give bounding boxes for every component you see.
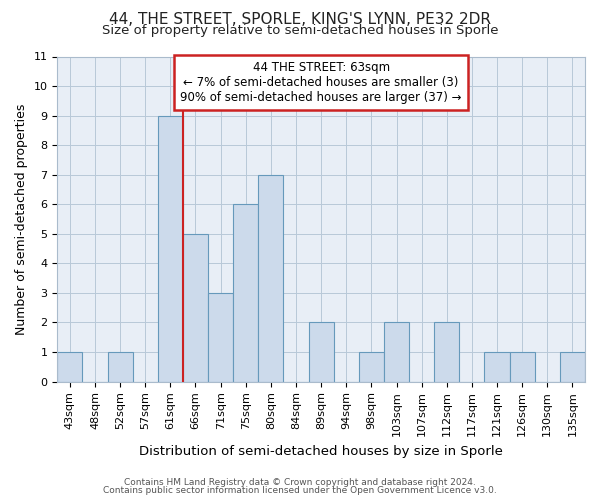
Bar — [434, 322, 460, 382]
Text: Contains public sector information licensed under the Open Government Licence v3: Contains public sector information licen… — [103, 486, 497, 495]
Bar — [158, 116, 183, 382]
Bar — [509, 352, 535, 382]
Bar — [484, 352, 509, 382]
X-axis label: Distribution of semi-detached houses by size in Sporle: Distribution of semi-detached houses by … — [139, 444, 503, 458]
Text: 44 THE STREET: 63sqm
← 7% of semi-detached houses are smaller (3)
90% of semi-de: 44 THE STREET: 63sqm ← 7% of semi-detach… — [181, 62, 462, 104]
Bar — [259, 174, 283, 382]
Bar — [384, 322, 409, 382]
Bar — [57, 352, 82, 382]
Bar — [308, 322, 334, 382]
Text: Size of property relative to semi-detached houses in Sporle: Size of property relative to semi-detach… — [102, 24, 498, 37]
Text: 44, THE STREET, SPORLE, KING'S LYNN, PE32 2DR: 44, THE STREET, SPORLE, KING'S LYNN, PE3… — [109, 12, 491, 28]
Bar — [359, 352, 384, 382]
Y-axis label: Number of semi-detached properties: Number of semi-detached properties — [15, 104, 28, 334]
Bar — [233, 204, 259, 382]
Bar — [208, 293, 233, 382]
Bar — [107, 352, 133, 382]
Bar — [183, 234, 208, 382]
Text: Contains HM Land Registry data © Crown copyright and database right 2024.: Contains HM Land Registry data © Crown c… — [124, 478, 476, 487]
Bar — [560, 352, 585, 382]
